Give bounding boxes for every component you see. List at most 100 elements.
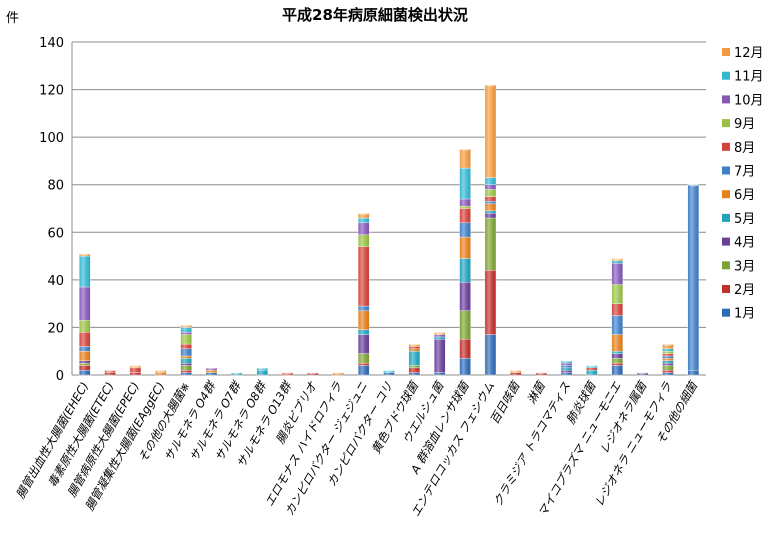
bar-segment-shade <box>611 303 623 316</box>
bar-segment-shade <box>358 353 370 364</box>
bar-segment-shade <box>611 334 623 352</box>
bar-segment-shade <box>358 329 370 335</box>
bar-segment-shade <box>408 365 420 368</box>
bar-segment-shade <box>180 363 192 366</box>
bar-top-cap <box>307 371 319 375</box>
bar-top-cap <box>662 342 674 346</box>
bar-segment-shade <box>459 282 471 311</box>
y-tick-label: 80 <box>47 179 64 194</box>
bar-segment-shade <box>611 363 623 366</box>
bar-segment-shade <box>561 372 573 375</box>
chart-title: 平成28年病原細菌検出状況 <box>282 6 468 24</box>
legend-swatch <box>722 308 730 317</box>
legend-swatch <box>722 237 730 246</box>
legend-label: 2月 <box>734 283 755 298</box>
bar-segment-shade <box>104 372 116 375</box>
bar-segment-shade <box>358 310 370 330</box>
bar-top-cap <box>637 371 649 375</box>
bar-top-cap <box>104 368 116 372</box>
bar-segment-shade <box>561 363 573 366</box>
bar-segment-shade <box>358 334 370 354</box>
bar-segment-shade <box>611 315 623 335</box>
bar-segment-shade <box>79 363 91 366</box>
y-tick-label: 60 <box>47 226 64 241</box>
legend-swatch <box>722 261 730 270</box>
bar-segment-shade <box>484 213 496 219</box>
bar-segment-shade <box>484 84 496 178</box>
bar-top-cap <box>282 371 294 375</box>
bar-segment-shade <box>662 360 674 364</box>
bar-segment-shade <box>484 218 496 271</box>
bar-segment-shade <box>662 351 674 354</box>
bar-segment-shade <box>459 339 471 359</box>
y-tick-label: 140 <box>39 36 64 51</box>
y-tick-label: 0 <box>56 369 64 384</box>
legend-swatch <box>722 190 730 199</box>
bar-top-cap <box>358 211 370 215</box>
y-tick-label: 120 <box>39 84 64 99</box>
legend: 12月 11月 10月 9月 8月 7月 6月 5月 4月 3月 2月 1月 <box>722 46 764 322</box>
legend-swatch <box>722 166 730 175</box>
bar-segment-shade <box>484 270 496 335</box>
legend-swatch <box>722 119 730 128</box>
bar-segment-shade <box>561 367 573 371</box>
bar-segment-shade <box>434 334 446 337</box>
bar-segment-shade <box>586 367 598 371</box>
legend-label: 7月 <box>734 165 755 180</box>
bar-segment-shade <box>484 210 496 214</box>
bar-segment-shade <box>662 372 674 375</box>
bar-top-cap <box>231 371 243 375</box>
bar-top-cap <box>611 256 623 261</box>
bar-segment-shade <box>459 168 471 199</box>
legend-label: 5月 <box>734 212 755 227</box>
bar-segment-shade <box>662 353 674 356</box>
bar-segment-shade <box>358 234 370 247</box>
bar-segment-shade <box>662 344 674 349</box>
bar-segment-shade <box>611 260 623 264</box>
grid-lines <box>71 41 706 376</box>
bar-segment-shade <box>459 222 471 238</box>
bar-segment-shade <box>205 370 217 373</box>
bar-segment-shade <box>459 206 471 209</box>
x-category-label: 淋菌 <box>524 377 549 406</box>
y-axis-ticks: 0 20 40 60 80 100 120 140 <box>39 36 64 384</box>
bar-segment-shade <box>358 213 370 219</box>
bar-segment-shade <box>383 372 395 375</box>
bar-segment-shade <box>484 334 496 375</box>
bar-segment-shade <box>129 367 141 373</box>
bar-segment-shade <box>408 372 420 375</box>
bar-segment-shade <box>79 256 91 287</box>
bar-segment-shade <box>180 334 192 345</box>
bar-segment-shade <box>79 346 91 352</box>
bar-segment-shade <box>484 189 496 197</box>
bar-segment-shade <box>662 363 674 366</box>
bar-segment-shade <box>79 332 91 347</box>
bar-segment-shade <box>180 358 192 364</box>
bar-segment-shade <box>129 372 141 375</box>
bar-top-cap <box>586 363 598 368</box>
bar-segment-shade <box>662 365 674 371</box>
bar-top-cap <box>129 363 141 368</box>
bar-segment-shade <box>79 320 91 333</box>
bar-segment-shade <box>79 365 91 371</box>
bar-segment-shade <box>611 353 623 359</box>
bar-top-cap <box>510 368 522 372</box>
bar-segment-shade <box>484 196 496 202</box>
legend-label: 3月 <box>734 259 755 274</box>
bar-segment-shade <box>510 372 522 375</box>
y-tick-label: 40 <box>47 274 64 289</box>
bar-segment-shade <box>434 339 446 373</box>
legend-label: 12月 <box>734 46 764 61</box>
bar-top-cap <box>79 252 91 256</box>
bar-segment-shade <box>434 372 446 375</box>
bar-top-cap <box>155 368 167 372</box>
bar-top-cap <box>561 359 573 363</box>
bar-segment-shade <box>358 218 370 223</box>
bar-segment-shade <box>180 370 192 373</box>
bar-segment-shade <box>180 365 192 371</box>
bar-segment-shade <box>611 263 623 285</box>
legend-swatch <box>722 213 730 222</box>
bar-segment-shade <box>205 372 217 375</box>
bar-top-cap <box>180 323 192 327</box>
